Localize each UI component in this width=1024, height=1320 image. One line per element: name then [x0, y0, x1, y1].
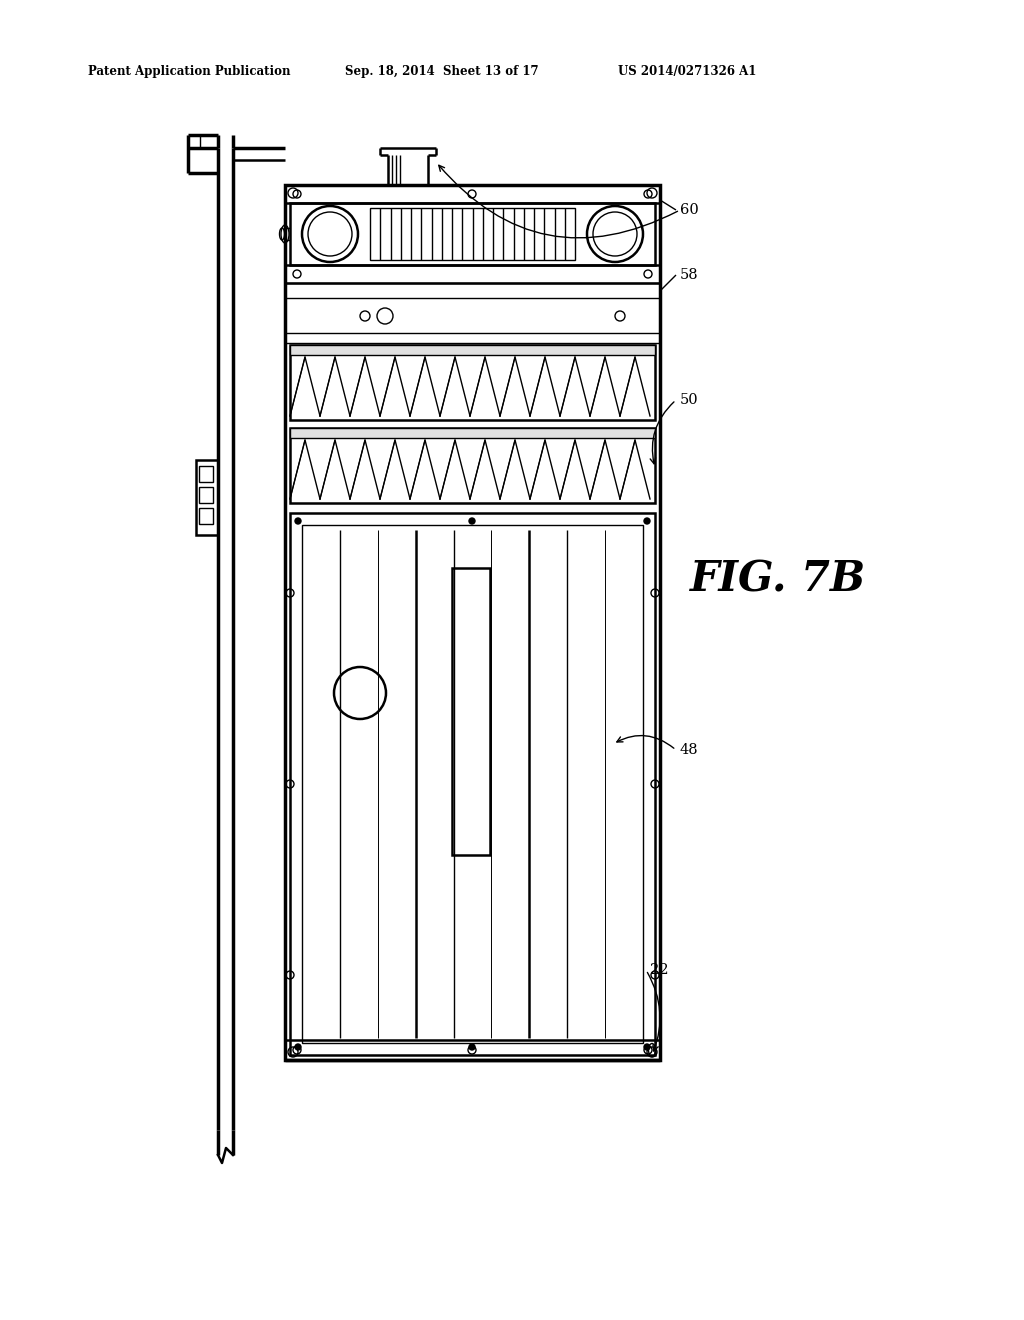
- Text: 60: 60: [680, 203, 698, 216]
- Text: Sep. 18, 2014  Sheet 13 of 17: Sep. 18, 2014 Sheet 13 of 17: [345, 66, 539, 78]
- Circle shape: [295, 517, 301, 524]
- Text: FIG. 7B: FIG. 7B: [690, 558, 866, 601]
- Text: 48: 48: [680, 743, 698, 756]
- Bar: [285, 185, 660, 1060]
- Bar: [285, 185, 660, 203]
- Bar: [285, 333, 660, 343]
- Text: 50: 50: [680, 393, 698, 407]
- Bar: [196, 459, 218, 535]
- Text: 22: 22: [650, 964, 669, 977]
- Circle shape: [295, 1044, 301, 1049]
- Bar: [285, 282, 660, 298]
- Bar: [290, 203, 655, 265]
- Bar: [290, 513, 655, 1055]
- Circle shape: [469, 1044, 475, 1049]
- Bar: [290, 428, 655, 438]
- Bar: [199, 487, 213, 503]
- Bar: [290, 345, 655, 420]
- Circle shape: [644, 1044, 650, 1049]
- Circle shape: [469, 517, 475, 524]
- Bar: [302, 525, 643, 1043]
- Bar: [290, 345, 655, 355]
- Bar: [290, 428, 655, 503]
- Bar: [452, 568, 490, 855]
- Text: US 2014/0271326 A1: US 2014/0271326 A1: [618, 66, 757, 78]
- Bar: [370, 209, 575, 260]
- Bar: [199, 508, 213, 524]
- Circle shape: [644, 517, 650, 524]
- Text: 58: 58: [680, 268, 698, 282]
- Bar: [285, 265, 660, 282]
- Text: Patent Application Publication: Patent Application Publication: [88, 66, 291, 78]
- Bar: [199, 466, 213, 482]
